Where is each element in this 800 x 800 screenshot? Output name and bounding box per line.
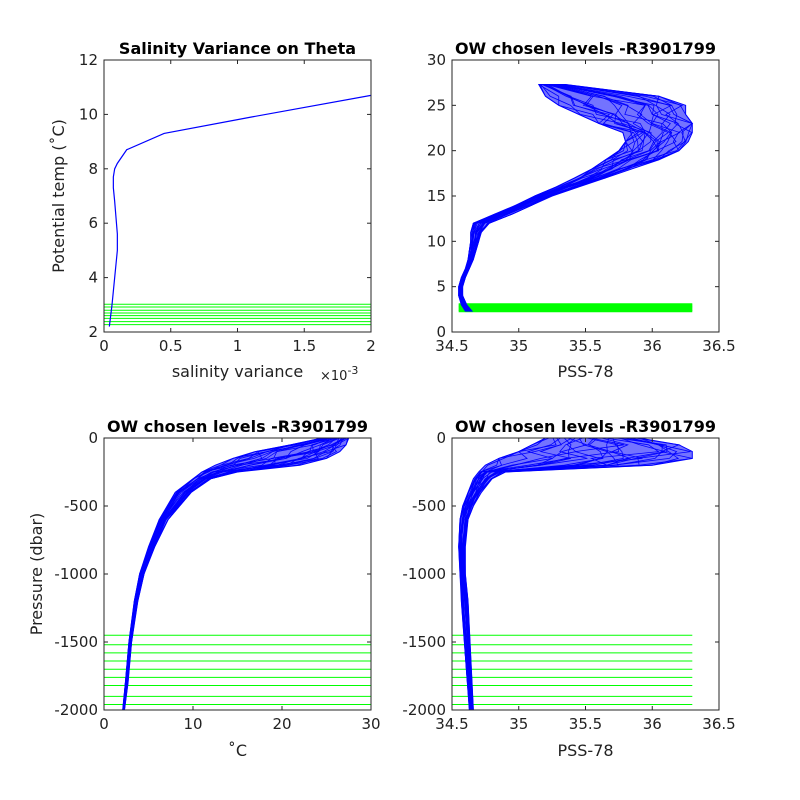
x-tick-label: 0 [99,337,109,355]
y-tick-label: 20 [427,142,446,160]
x-tick-label: 1.5 [292,337,316,355]
y-tick-label: 25 [427,96,446,114]
y-tick-label: 8 [88,160,98,178]
y-tick-label: -2000 [54,701,98,719]
x-tick-label: 35 [509,337,528,355]
x-tick-label: 34.5 [435,715,468,733]
chart-title: OW chosen levels -R3901799 [455,39,716,58]
plot-area [104,94,371,327]
chart-title: OW chosen levels -R3901799 [107,417,368,436]
y-tick-label: -1000 [402,565,446,583]
y-tick-label: -500 [412,497,446,515]
subplot-4: 34.5 35 35.5 36 36.5 -2000 -1500 -1000 -500 0 OW c… [402,417,735,760]
y-tick-label: -1500 [402,633,446,651]
profile-line [122,438,332,710]
profile-line [124,438,349,710]
x-tick-label: 10 [183,715,202,733]
y-tick-label: 5 [436,278,446,296]
x-tick-label: 2 [366,337,376,355]
x-multiplier: ×10-3 [320,364,358,384]
x-tick-label: 20 [272,715,291,733]
y-tick-label: 10 [79,105,98,123]
y-tick-label: -500 [64,497,98,515]
x-axis-label: ˚C [228,741,247,760]
y-tick-label: 30 [427,51,446,69]
x-tick-label: 36 [643,715,662,733]
profile-line [460,438,577,710]
x-axis-label: salinity variance [172,362,303,381]
chart-title: Salinity Variance on Theta [119,39,356,58]
y-tick-label: 2 [88,323,98,341]
x-tick-label: 0 [99,715,109,733]
profile-envelope [458,83,693,312]
y-tick-label: 0 [436,429,446,447]
y-tick-label: 12 [79,51,98,69]
x-tick-label: 36.5 [702,715,735,733]
plot-area [458,83,694,313]
x-tick-label: 35.5 [569,715,602,733]
x-multiplier-base: ×10 [320,369,347,384]
y-tick-label: 10 [427,232,446,250]
subplot-1: 0 0.5 1 1.5 2 2 4 6 8 10 12 Salinity Variance on Th… [49,39,376,384]
y-axis-label: Pressure (dbar) [27,513,46,636]
axes-frame [103,59,372,333]
x-multiplier-exponent: -3 [347,364,358,377]
profile-line [461,84,693,312]
x-tick-label: 36.5 [702,337,735,355]
subplot-2: 34.5 35 35.5 36 36.5 0 5 10 15 20 25 30 OW chosen le… [427,39,736,381]
y-tick-label: -1000 [54,565,98,583]
y-tick-label: -2000 [402,701,446,719]
x-tick-label: 35.5 [569,337,602,355]
x-tick-label: 1 [233,337,243,355]
x-tick-label: 35 [509,715,528,733]
profile-line [458,438,557,710]
x-axis-label: PSS-78 [557,362,613,381]
x-tick-label: 36 [643,337,662,355]
plot-area [452,438,693,710]
series-line [108,94,371,327]
profile-line [460,438,588,710]
profile-line [463,438,665,710]
y-tick-label: 0 [436,323,446,341]
y-tick-label: 0 [88,429,98,447]
profile-line [464,438,680,710]
y-tick-label: 6 [88,214,98,232]
y-tick-label: 15 [427,187,446,205]
subplot-3: 0 10 20 30 -2000 -1500 -1000 -500 0 OW chosen lev… [27,417,381,760]
y-tick-label: -1500 [54,633,98,651]
y-axis-label: Potential temp (˚C) [49,119,68,273]
profile-line [459,84,646,312]
x-tick-label: 0.5 [159,337,183,355]
x-tick-label: 30 [361,715,380,733]
x-axis-label: PSS-78 [557,741,613,760]
y-tick-label: 4 [88,269,98,287]
chart-title: OW chosen levels -R3901799 [455,417,716,436]
profile-line [461,84,673,312]
plot-area [104,438,371,710]
x-tick-label: 34.5 [435,337,468,355]
